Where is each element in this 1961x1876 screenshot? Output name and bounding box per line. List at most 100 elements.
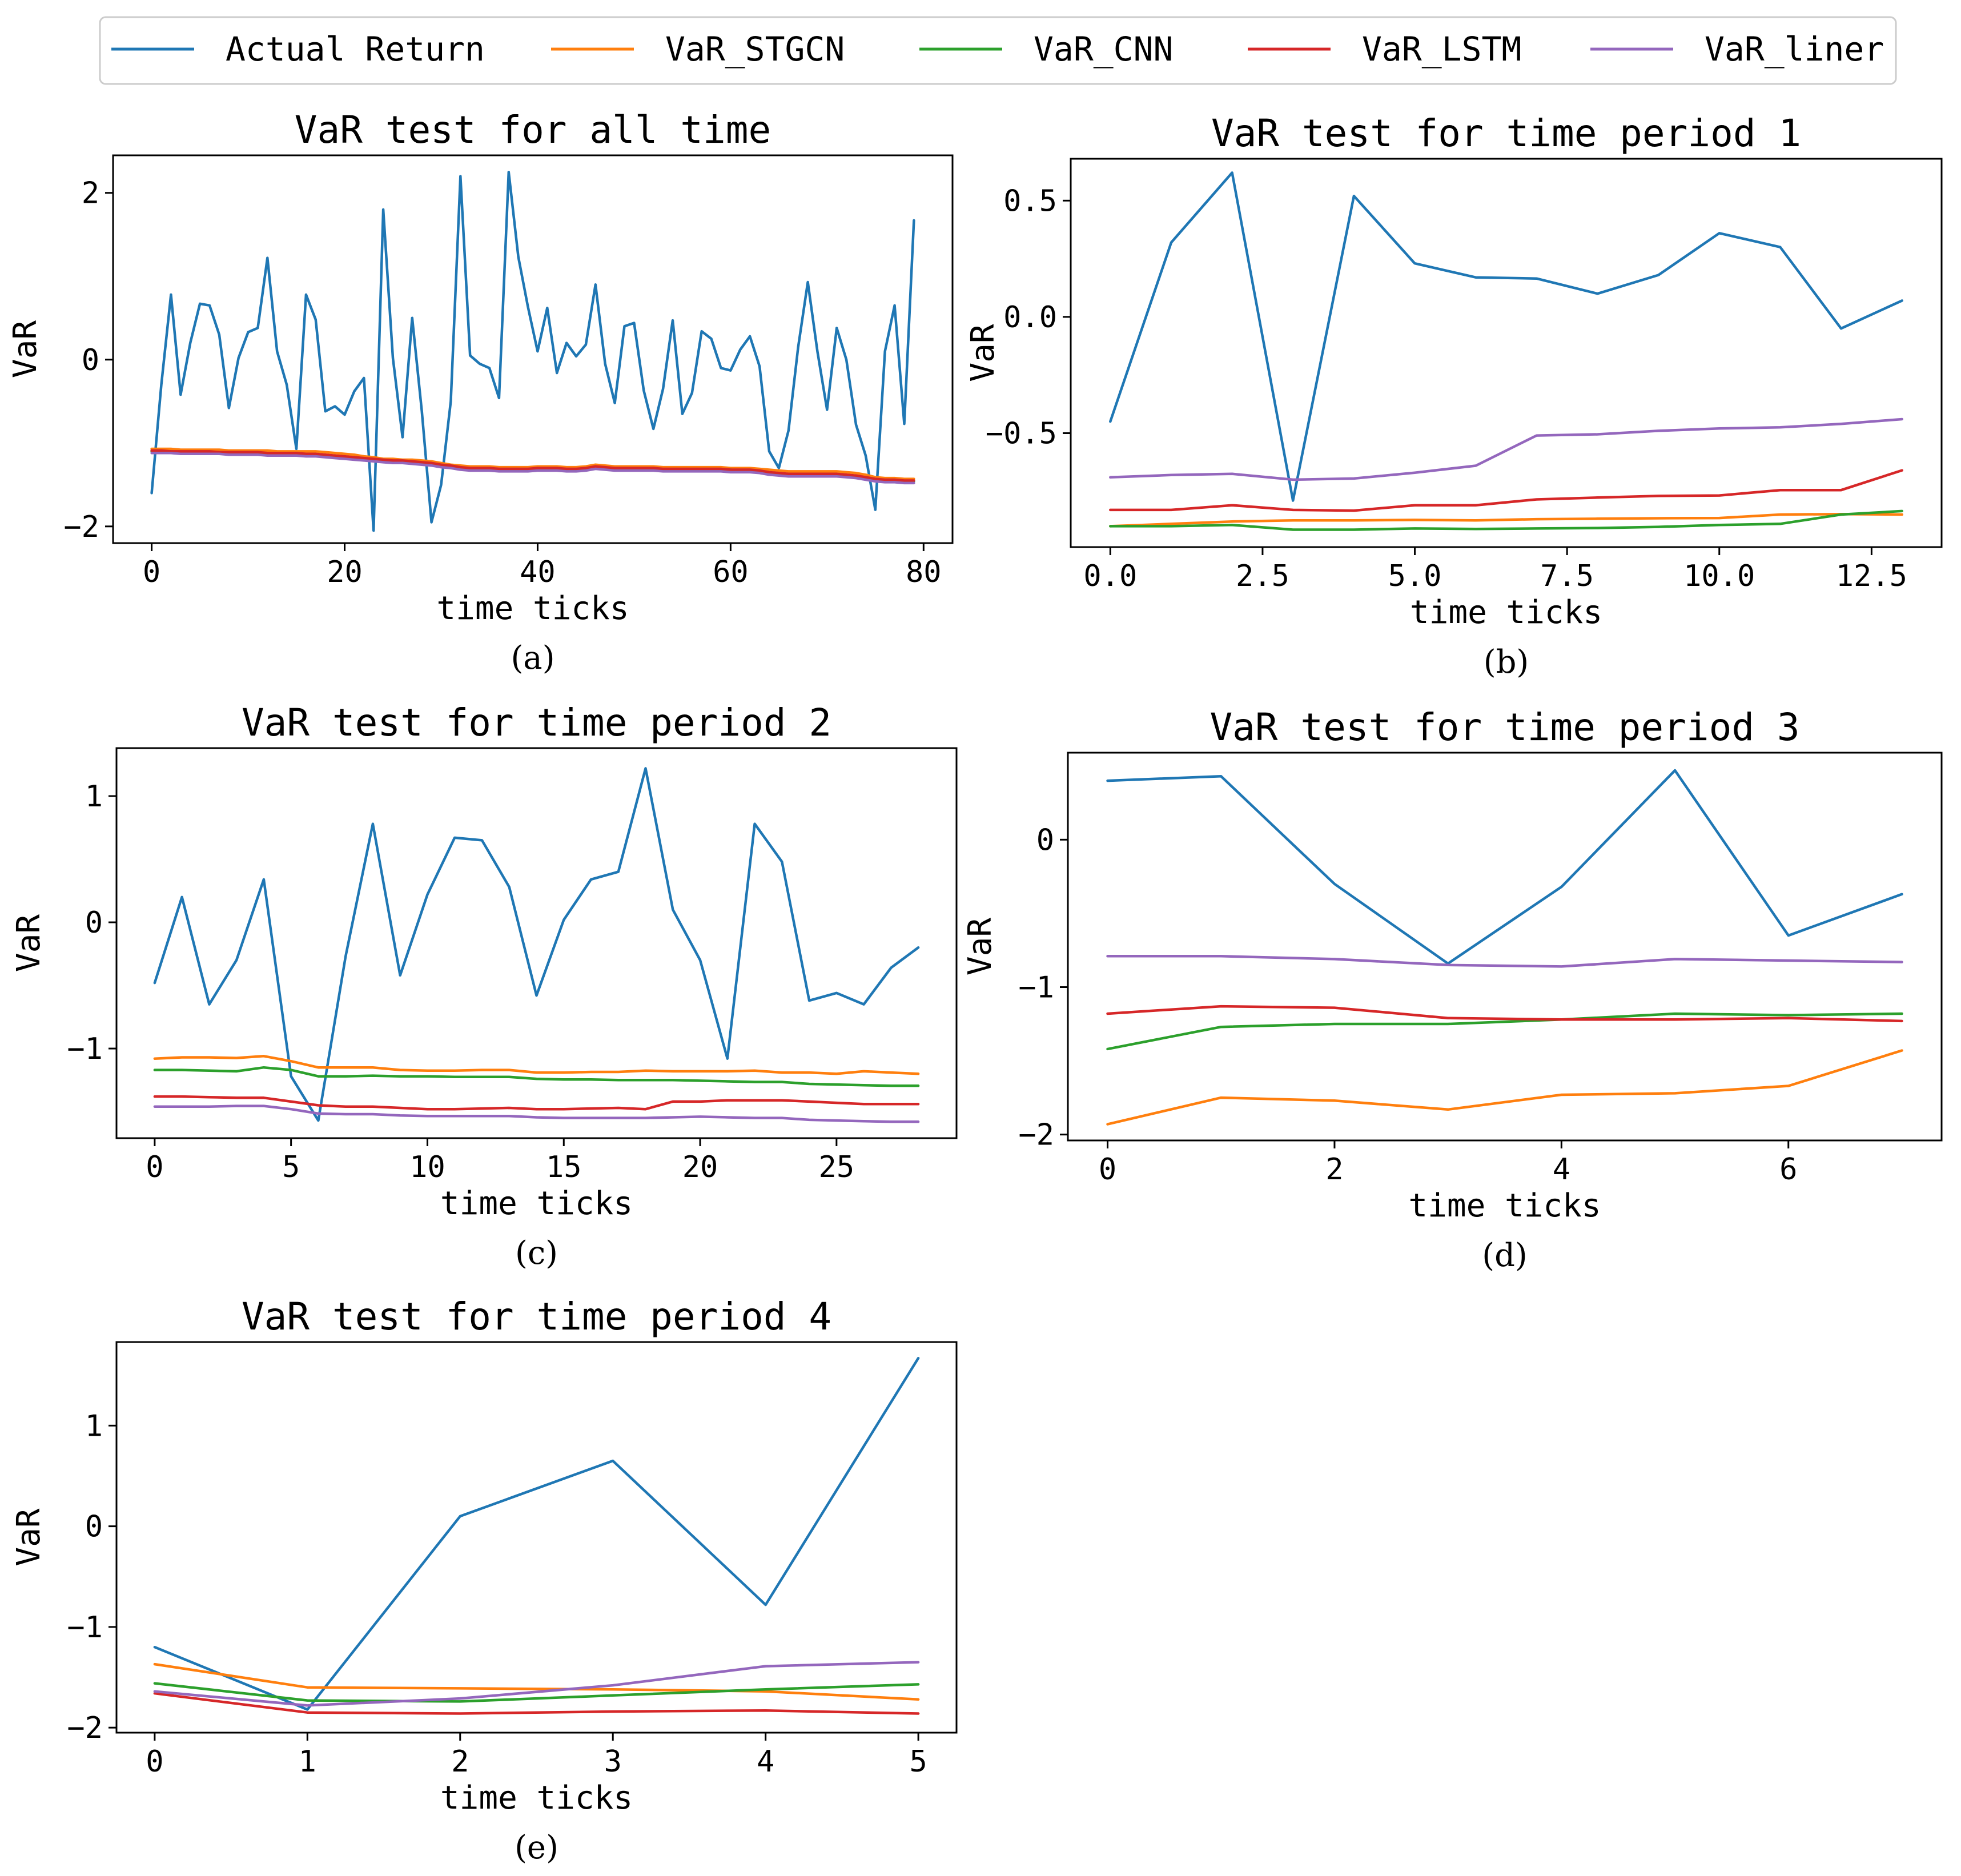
x-tick-label: 2	[1325, 1152, 1343, 1187]
series-group	[153, 767, 920, 1123]
series-line-var-lstm	[153, 1095, 920, 1111]
legend-label: VaR_CNN	[1034, 30, 1173, 69]
plot-frame	[115, 1341, 958, 1734]
x-tick-label: 10	[409, 1150, 445, 1184]
panel-caption: (a)	[511, 640, 554, 677]
y-tick-label: −2	[1018, 1118, 1054, 1152]
series-line-var-liner	[1109, 417, 1903, 481]
x-tick-label: 0.0	[1083, 559, 1137, 593]
series-line-var-cnn	[1109, 509, 1903, 531]
series-group	[1106, 769, 1903, 1126]
series-line-actual-return	[1109, 171, 1903, 502]
x-tick-label: 10.0	[1683, 559, 1755, 593]
series-line-var-stgcn	[153, 1662, 920, 1701]
y-tick-label: −2	[67, 1711, 103, 1745]
x-axis-label: time ticks	[440, 1185, 633, 1222]
series-line-actual-return	[153, 767, 920, 1122]
chart-title: VaR test for time period 3	[1209, 705, 1799, 749]
plot-frame	[1070, 158, 1943, 548]
plot-frame	[112, 154, 954, 544]
chart-title: VaR test for time period 4	[242, 1295, 831, 1339]
x-tick-label: 5	[282, 1150, 300, 1184]
legend: Actual Return VaR_STGCN VaR_CNN VaR_LSTM VaR…	[99, 16, 1897, 85]
y-tick-label: −1	[67, 1610, 103, 1645]
series-line-var-liner	[153, 1661, 920, 1707]
y-axis-label: VaR	[10, 914, 47, 972]
panel-caption: (b)	[1484, 644, 1529, 681]
series-line-actual-return	[150, 170, 915, 532]
panel-a: 0 20 40 60 80 −2 0 2 VaR test for all time time t…	[7, 108, 954, 677]
y-axis-label: VaR	[965, 324, 1002, 381]
panel-d: 0 2 4 6 −2 −1 0 VaR test for time period 3 time …	[962, 705, 1943, 1274]
x-axis-label: time ticks	[1408, 1187, 1601, 1224]
x-axis-label: time ticks	[436, 590, 629, 627]
legend-label: Actual Return	[226, 30, 485, 69]
legend-label: VaR_LSTM	[1362, 30, 1521, 69]
series-line-var-liner	[150, 452, 915, 485]
series-line-var-cnn	[153, 1066, 920, 1087]
series-line-var-stgcn	[1109, 512, 1903, 528]
chart-title: VaR test for time period 2	[242, 701, 831, 745]
x-tick-label: 12.5	[1836, 559, 1907, 593]
plot-frame	[1067, 752, 1943, 1142]
series-line-var-liner	[1106, 955, 1903, 968]
x-tick-label: 1	[299, 1745, 316, 1779]
legend-item-var-cnn: VaR_CNN	[919, 30, 1173, 69]
y-tick-label: 0	[85, 906, 103, 940]
x-tick-label: 0	[146, 1745, 163, 1779]
series-line-var-cnn	[1106, 1012, 1903, 1051]
y-axis-label: VaR	[962, 918, 999, 975]
panel-e: 0 1 2 3 4 5 −2 −1 0 1 VaR test for time period 4 ti…	[10, 1295, 958, 1866]
x-tick-label: 60	[713, 555, 749, 589]
y-tick-label: 0.5	[1003, 184, 1057, 218]
x-tick-label: 0	[146, 1150, 163, 1184]
y-tick-label: 0.0	[1003, 300, 1057, 335]
legend-item-actual-return: Actual Return	[111, 30, 485, 69]
legend-label: VaR_liner	[1705, 30, 1884, 69]
x-tick-label: 4	[757, 1745, 774, 1779]
panel-caption: (d)	[1482, 1237, 1528, 1274]
x-tick-label: 7.5	[1540, 559, 1594, 593]
x-tick-label: 40	[520, 555, 556, 589]
panel-b: 0.0 2.5 5.0 7.5 10.0 12.5 −0.5 0.0 0.5 VaR test f…	[965, 111, 1943, 681]
y-tick-label: 2	[82, 176, 99, 211]
legend-item-var-liner: VaR_liner	[1590, 30, 1884, 69]
x-tick-label: 4	[1553, 1152, 1570, 1187]
y-tick-label: 0	[85, 1510, 103, 1544]
y-tick-label: −0.5	[986, 416, 1057, 451]
y-tick-label: −1	[1018, 970, 1054, 1005]
series-line-var-liner	[153, 1104, 920, 1123]
series-group	[1109, 171, 1903, 531]
x-tick-label: 6	[1779, 1152, 1797, 1187]
panel-caption: (e)	[515, 1829, 558, 1866]
x-tick-label: 5.0	[1388, 559, 1442, 593]
x-tick-label: 20	[327, 555, 363, 589]
series-line-actual-return	[153, 1356, 920, 1711]
panel-c: 0 5 10 15 20 25 −1 0 1 VaR test for time period 2…	[10, 701, 958, 1272]
legend-label: VaR_STGCN	[665, 30, 845, 69]
y-tick-label: 1	[85, 780, 103, 814]
x-tick-label: 15	[546, 1150, 582, 1184]
x-tick-label: 25	[819, 1150, 855, 1184]
y-tick-label: 1	[85, 1409, 103, 1443]
y-tick-label: 0	[82, 343, 99, 377]
x-tick-label: 5	[909, 1745, 927, 1779]
x-tick-label: 3	[604, 1745, 622, 1779]
series-line-var-stgcn	[150, 447, 915, 480]
x-tick-label: 20	[682, 1150, 718, 1184]
x-axis-label: time ticks	[1410, 594, 1602, 631]
series-line-var-stgcn	[1106, 1049, 1903, 1126]
series-line-var-lstm	[1106, 1005, 1903, 1023]
series-line-var-stgcn	[153, 1055, 920, 1075]
y-tick-label: 0	[1036, 823, 1054, 857]
series-line-actual-return	[1106, 769, 1903, 965]
y-tick-label: −2	[63, 510, 99, 544]
plot-frame	[115, 747, 958, 1139]
chart-title: VaR test for all time	[295, 108, 771, 152]
x-tick-label: 0	[1099, 1152, 1116, 1187]
x-tick-label: 2.5	[1236, 559, 1289, 593]
series-line-var-lstm	[153, 1692, 920, 1715]
series-group	[153, 1356, 920, 1715]
chart-title: VaR test for time period 1	[1211, 111, 1801, 155]
